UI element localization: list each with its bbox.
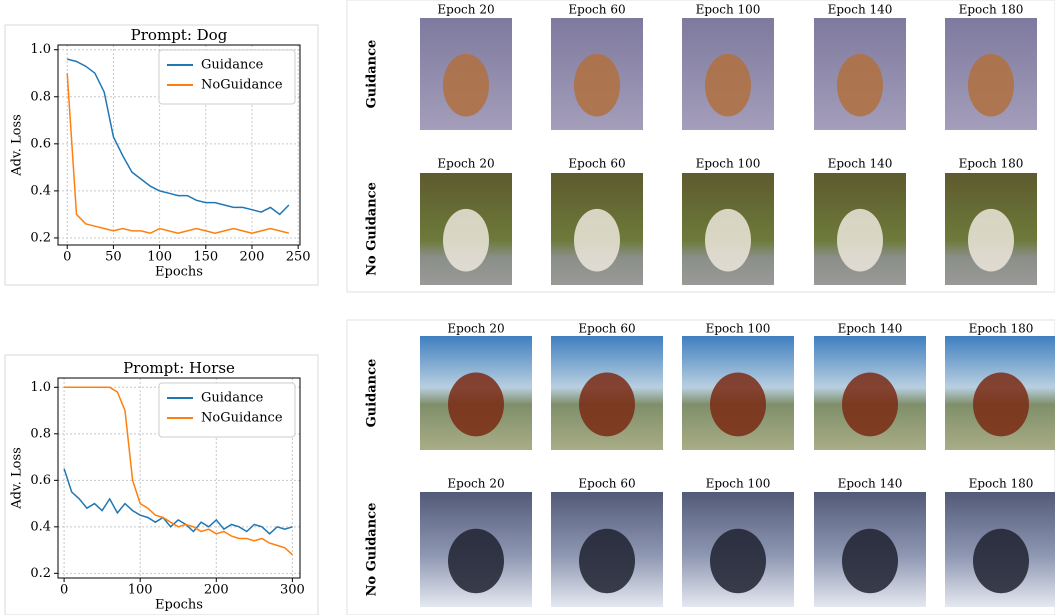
image-subject — [579, 528, 635, 594]
column-label: Epoch 100 — [706, 477, 771, 491]
plot-area — [57, 44, 301, 246]
x-tick-label: 100 — [128, 583, 153, 598]
row-label: No Guidance — [365, 182, 380, 276]
y-tick-label: 1.0 — [30, 42, 51, 57]
x-axis-label: Epochs — [155, 598, 203, 613]
x-tick-label: 200 — [204, 583, 229, 598]
chart-title: Prompt: Dog — [131, 26, 228, 44]
image-subject — [837, 53, 883, 117]
column-label: Epoch 20 — [437, 3, 494, 17]
x-tick-label: 100 — [147, 250, 172, 265]
x-tick-label: 150 — [193, 250, 218, 265]
column-label: Epoch 100 — [696, 157, 761, 171]
legend-box — [158, 49, 296, 105]
image-subject — [842, 372, 898, 437]
image-subject — [973, 528, 1029, 594]
y-axis-label: Adv. Loss — [10, 114, 25, 177]
y-tick-label: 0.6 — [30, 136, 51, 151]
x-axis-label: Epochs — [155, 265, 203, 280]
line-series — [66, 73, 290, 234]
legend-label: NoGuidance — [201, 411, 283, 426]
column-label: Epoch 140 — [828, 157, 893, 171]
x-tick-label: 250 — [286, 250, 311, 265]
y-tick-label: 0.2 — [30, 230, 51, 245]
y-tick-label: 0.4 — [30, 519, 51, 534]
image-subject — [705, 208, 751, 272]
image-subject — [973, 372, 1029, 437]
x-tick-label: 200 — [240, 250, 265, 265]
column-label: Epoch 140 — [838, 322, 903, 336]
column-label: Epoch 100 — [696, 3, 761, 17]
image-subject — [579, 372, 635, 437]
image-subject — [443, 53, 489, 117]
y-tick-label: 0.4 — [30, 183, 51, 198]
image-subject — [837, 208, 883, 272]
image-subject — [710, 528, 766, 594]
row-label: No Guidance — [365, 503, 380, 597]
column-label: Epoch 140 — [838, 477, 903, 491]
plot-area — [57, 377, 301, 579]
x-tick-label: 50 — [105, 250, 122, 265]
legend-label: NoGuidance — [201, 78, 283, 93]
column-label: Epoch 60 — [568, 3, 625, 17]
y-tick-label: 0.2 — [30, 566, 51, 581]
row-label: Guidance — [365, 359, 380, 428]
image-subject — [710, 372, 766, 437]
row-label: Guidance — [365, 40, 380, 109]
column-label: Epoch 60 — [568, 157, 625, 171]
column-label: Epoch 180 — [959, 157, 1024, 171]
panel-frame — [4, 24, 319, 286]
image-panel — [346, 0, 1055, 293]
column-label: Epoch 20 — [447, 477, 504, 491]
line-series — [63, 468, 293, 535]
column-label: Epoch 180 — [969, 477, 1034, 491]
y-axis-label: Adv. Loss — [10, 447, 25, 510]
panel-frame — [4, 354, 319, 615]
x-tick-label: 0 — [63, 250, 71, 265]
y-tick-label: 0.8 — [30, 426, 51, 441]
image-subject — [968, 208, 1014, 272]
column-label: Epoch 180 — [969, 322, 1034, 336]
image-subject — [574, 53, 620, 117]
image-panel — [346, 319, 1055, 615]
column-label: Epoch 180 — [959, 3, 1024, 17]
chart-title: Prompt: Horse — [123, 359, 235, 377]
column-label: Epoch 100 — [706, 322, 771, 336]
legend-box — [158, 382, 296, 438]
column-label: Epoch 60 — [578, 477, 635, 491]
image-subject — [968, 53, 1014, 117]
image-subject — [574, 208, 620, 272]
y-tick-label: 1.0 — [30, 380, 51, 395]
image-subject — [448, 528, 504, 594]
image-subject — [443, 208, 489, 272]
image-subject — [448, 372, 504, 437]
column-label: Epoch 140 — [828, 3, 893, 17]
x-tick-label: 300 — [280, 583, 305, 598]
line-series — [64, 386, 293, 556]
line-series — [67, 58, 290, 216]
column-label: Epoch 60 — [578, 322, 635, 336]
legend-label: Guidance — [201, 58, 264, 73]
column-label: Epoch 20 — [447, 322, 504, 336]
x-tick-label: 0 — [60, 583, 68, 598]
legend-label: Guidance — [201, 391, 264, 406]
column-label: Epoch 20 — [437, 157, 494, 171]
y-tick-label: 0.6 — [30, 473, 51, 488]
image-subject — [842, 528, 898, 594]
y-tick-label: 0.8 — [30, 89, 51, 104]
image-subject — [705, 53, 751, 117]
